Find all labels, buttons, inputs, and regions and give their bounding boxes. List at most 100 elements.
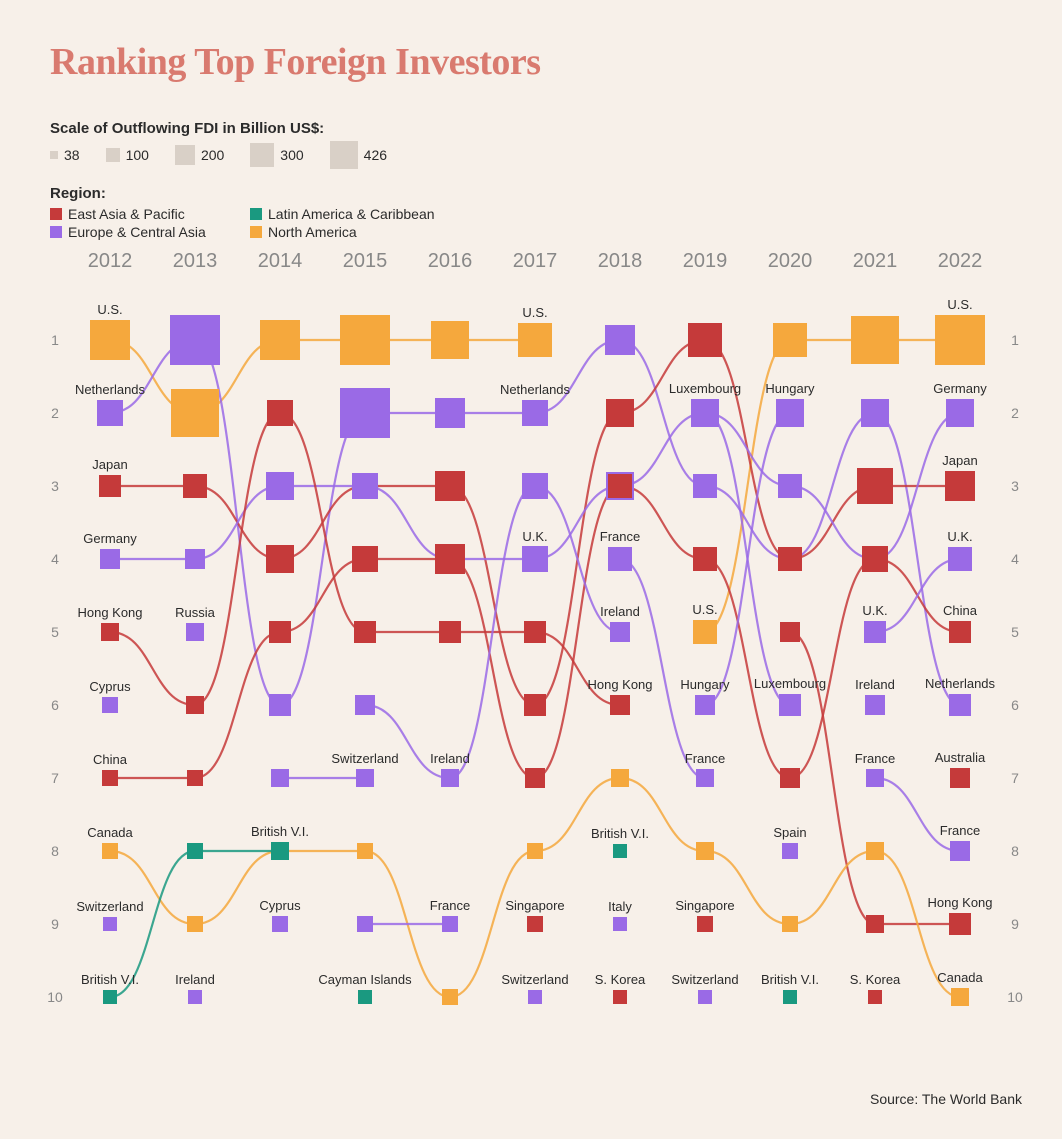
bump-node-label: U.S. (692, 602, 717, 617)
bump-node-label: Japan (942, 453, 977, 468)
bump-node (527, 843, 543, 859)
rank-label-left: 3 (51, 478, 59, 494)
bump-node (340, 315, 390, 365)
bump-node-label: Singapore (675, 898, 734, 913)
bump-node (187, 770, 203, 786)
bump-node (183, 474, 207, 498)
bump-node (773, 323, 807, 357)
year-label: 2016 (428, 250, 473, 272)
scale-label: 300 (280, 147, 303, 163)
bump-node (866, 915, 884, 933)
bump-node (186, 696, 204, 714)
rank-label-left: 8 (51, 843, 59, 859)
rank-label-left: 10 (47, 989, 63, 1005)
bump-node-label: British V.I. (591, 826, 649, 841)
year-label: 2014 (258, 250, 303, 272)
rank-label-left: 6 (51, 697, 59, 713)
rank-label-right: 5 (1011, 624, 1019, 640)
rank-label-right: 7 (1011, 770, 1019, 786)
scale-square-icon (50, 151, 58, 159)
bump-node (267, 400, 293, 426)
bump-node-label: U.K. (947, 529, 972, 544)
bump-node (357, 916, 373, 932)
bump-node-label: British V.I. (251, 824, 309, 839)
region-legend: Region: East Asia & PacificLatin America… (50, 185, 470, 240)
scale-legend-item: 38 (50, 147, 80, 163)
rank-label-right: 4 (1011, 551, 1019, 567)
rank-label-left: 4 (51, 551, 59, 567)
scale-square-icon (106, 148, 120, 162)
bump-node (102, 697, 118, 713)
region-swatch-icon (250, 208, 262, 220)
scale-label: 38 (64, 147, 80, 163)
bump-link (195, 851, 280, 924)
bump-node (866, 769, 884, 787)
year-label: 2018 (598, 250, 643, 272)
bump-node-label: Canada (937, 970, 983, 985)
bump-node-label: Canada (87, 825, 133, 840)
year-label: 2012 (88, 250, 133, 272)
bump-node-label: Germany (933, 381, 987, 396)
bump-node-label: S. Korea (595, 972, 646, 987)
bump-node (611, 769, 629, 787)
bump-node-label: British V.I. (81, 972, 139, 987)
bump-node-label: U.S. (97, 302, 122, 317)
bump-node (861, 399, 889, 427)
bump-node (608, 474, 632, 498)
bump-node (696, 769, 714, 787)
bump-node (271, 842, 289, 860)
year-label: 2013 (173, 250, 218, 272)
bump-node (102, 843, 118, 859)
bump-node (857, 468, 893, 504)
bump-node (946, 399, 974, 427)
bump-node (862, 546, 888, 572)
bump-link (110, 632, 195, 705)
rank-label-right: 3 (1011, 478, 1019, 494)
scale-label: 100 (126, 147, 149, 163)
scale-legend-item: 300 (250, 143, 303, 167)
bump-node-label: Ireland (600, 604, 640, 619)
bump-node-label: Netherlands (925, 676, 996, 691)
rank-label-right: 2 (1011, 405, 1019, 421)
bump-node-label: France (600, 529, 640, 544)
bump-node-label: Hong Kong (927, 895, 992, 910)
region-legend-item: North America (250, 224, 470, 240)
bump-node (696, 842, 714, 860)
scale-label: 200 (201, 147, 224, 163)
bump-node (356, 769, 374, 787)
region-swatch-icon (50, 208, 62, 220)
bump-node-label: Netherlands (500, 382, 571, 397)
bump-node (693, 474, 717, 498)
bump-node (90, 320, 130, 360)
rank-label-right: 1 (1011, 332, 1019, 348)
bump-node-label: U.K. (862, 603, 887, 618)
bump-node (523, 547, 547, 571)
year-label: 2019 (683, 250, 728, 272)
bump-node-label: Cyprus (259, 898, 301, 913)
bump-node (435, 544, 465, 574)
bump-node (698, 990, 712, 1004)
bump-node-label: Ireland (175, 972, 215, 987)
bump-link (875, 778, 960, 851)
bump-node (266, 472, 294, 500)
bump-node (524, 621, 546, 643)
bump-node (613, 990, 627, 1004)
bump-node (103, 917, 117, 931)
bump-node-label: Russia (175, 605, 216, 620)
bump-node (269, 694, 291, 716)
bump-node (691, 399, 719, 427)
region-label: Europe & Central Asia (68, 224, 206, 240)
scale-legend-row: 38100200300426 (50, 141, 407, 169)
year-label: 2021 (853, 250, 898, 272)
bump-link (280, 413, 365, 632)
bump-node (782, 916, 798, 932)
bump-node-label: Australia (935, 750, 986, 765)
bump-node-label: Netherlands (75, 382, 146, 397)
year-label: 2015 (343, 250, 388, 272)
bump-node (354, 621, 376, 643)
bump-node (185, 549, 205, 569)
bump-node (608, 547, 632, 571)
bump-node (610, 622, 630, 642)
bump-link (195, 632, 280, 778)
bump-node (695, 695, 715, 715)
